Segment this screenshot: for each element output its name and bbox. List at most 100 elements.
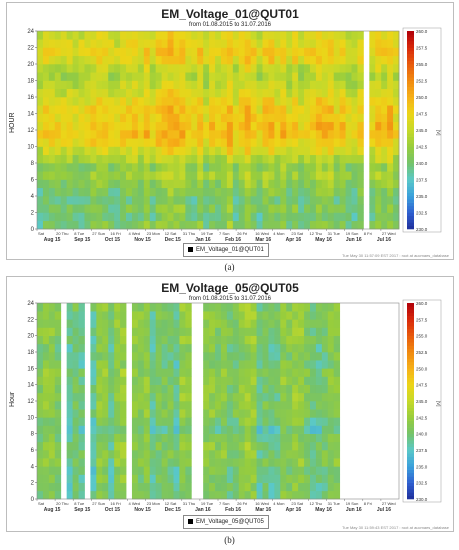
legend-label: EM_Voltage_01@QUT01: [196, 247, 264, 253]
heatmap-cell: [286, 130, 293, 139]
heatmap-cell: [256, 179, 263, 189]
heatmap-cell: [321, 47, 329, 57]
heatmap-cell: [78, 335, 85, 345]
heatmap-cell: [238, 417, 246, 426]
heatmap-cell: [131, 319, 139, 328]
heatmap-cell: [90, 417, 97, 426]
heatmap-cell: [387, 88, 394, 98]
heatmap-cell: [78, 425, 85, 434]
heatmap-cell: [327, 72, 335, 81]
heatmap-cell: [90, 113, 97, 123]
heatmap-cell: [268, 450, 275, 459]
heatmap-cell: [327, 196, 335, 205]
heatmap-cell: [375, 171, 382, 180]
heatmap-cell: [78, 64, 85, 73]
heatmap-cell: [143, 196, 151, 205]
heatmap-cell: [96, 204, 103, 213]
heatmap-cell: [209, 482, 216, 492]
heatmap-cell: [173, 105, 180, 114]
heatmap-cell: [185, 138, 192, 147]
heatmap-cell: [143, 39, 151, 48]
x-month-label: Mar 16: [255, 507, 271, 513]
heatmap-cell: [309, 458, 317, 467]
heatmap-cell: [215, 409, 222, 418]
heatmap-cell: [369, 47, 376, 57]
heatmap-cell: [185, 343, 192, 353]
heatmap-cell: [250, 80, 257, 90]
heatmap-cell: [37, 47, 44, 57]
heatmap-cell: [108, 130, 115, 139]
heatmap-cell: [90, 171, 97, 180]
heatmap-cell: [381, 39, 388, 48]
heatmap-cell: [90, 384, 97, 394]
heatmap-cell: [37, 105, 44, 114]
colorbar-tick-label: 260.0: [416, 301, 428, 306]
heatmap-cell: [220, 450, 228, 459]
heatmap-cell: [280, 105, 287, 114]
heatmap-cell: [309, 450, 317, 459]
heatmap-cell: [209, 105, 216, 114]
heatmap-cell: [143, 171, 151, 180]
heatmap-cell: [149, 490, 157, 500]
heatmap-cell: [131, 352, 139, 361]
heatmap-cell: [268, 163, 275, 172]
colorbar-step: [407, 103, 414, 108]
heatmap-cell: [262, 425, 269, 434]
heatmap-cell: [393, 31, 400, 40]
heatmap-cell: [238, 146, 246, 156]
heatmap-cell: [143, 303, 151, 312]
heatmap-cell: [215, 311, 222, 320]
heatmap-cell: [108, 97, 115, 106]
heatmap-cell: [345, 146, 352, 156]
heatmap-cell: [155, 220, 163, 230]
heatmap-cell: [274, 171, 281, 180]
heatmap-cell: [155, 97, 163, 106]
heatmap-cell: [203, 154, 210, 164]
heatmap-cell: [149, 360, 157, 369]
heatmap-cell: [120, 409, 127, 418]
heatmap-cell: [167, 39, 174, 48]
heatmap-cell: [54, 458, 62, 467]
heatmap-cell: [167, 392, 174, 402]
heatmap-cell: [143, 47, 151, 57]
heatmap-cell: [351, 220, 358, 230]
heatmap-cell: [351, 130, 358, 139]
heatmap-cell: [274, 130, 281, 139]
heatmap-cell: [185, 196, 192, 205]
heatmap-cell: [262, 433, 269, 443]
heatmap-cell: [66, 204, 73, 213]
heatmap-cell: [37, 138, 44, 147]
heatmap-cell: [114, 303, 121, 312]
heatmap-cell: [54, 146, 62, 156]
heatmap-cell: [108, 146, 115, 156]
heatmap-cell: [37, 352, 44, 361]
heatmap-cell: [369, 113, 376, 123]
heatmap-cell: [304, 163, 311, 172]
heatmap-cell: [333, 179, 341, 189]
heatmap-cell: [244, 417, 252, 426]
heatmap-cell: [309, 482, 317, 492]
heatmap-cell: [179, 105, 186, 114]
heatmap-cell: [304, 204, 311, 213]
heatmap-cell: [393, 187, 400, 197]
heatmap-cell: [72, 490, 79, 500]
heatmap-cell: [393, 179, 400, 189]
heatmap-cell: [381, 97, 388, 106]
heatmap-cell: [203, 97, 210, 106]
heatmap-cell: [108, 80, 115, 90]
heatmap-cell: [84, 220, 91, 230]
heatmap-cell: [114, 80, 121, 90]
heatmap-cell: [66, 311, 73, 320]
heatmap-cell: [37, 401, 44, 410]
heatmap-cell: [292, 409, 299, 418]
heatmap-cell: [244, 490, 252, 500]
heatmap-cell: [298, 220, 305, 230]
heatmap-cell: [315, 212, 323, 222]
heatmap-cell: [256, 39, 263, 48]
heatmap-cell: [66, 384, 73, 394]
heatmap-cell: [298, 171, 305, 180]
heatmap-cell: [262, 417, 269, 426]
heatmap-cell: [155, 171, 163, 180]
x-tick-label: 23 Sat: [291, 231, 303, 236]
heatmap-cell: [84, 113, 91, 123]
